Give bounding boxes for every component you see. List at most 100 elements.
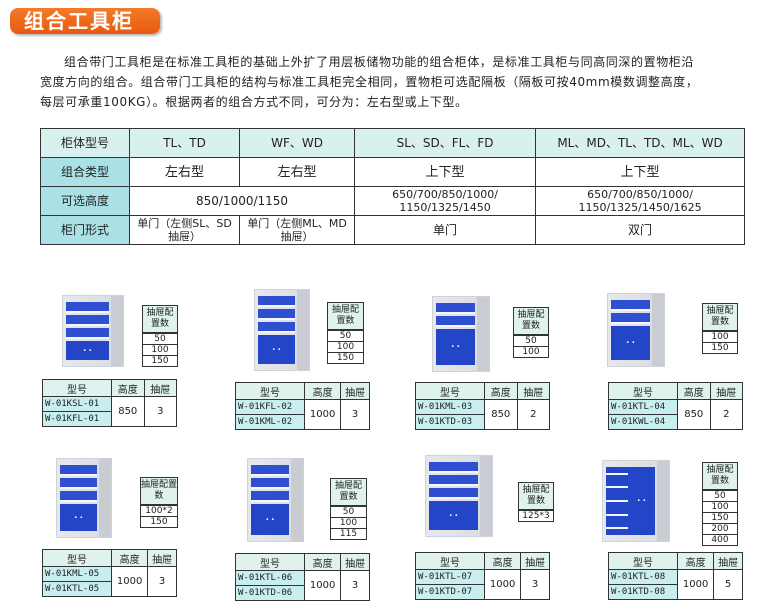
config-header: 抽屉配置数 bbox=[703, 304, 737, 331]
table-cell: 高度 bbox=[303, 553, 342, 571]
height-cell: 850 bbox=[111, 396, 145, 427]
config-header: 抽屉配置数 bbox=[514, 308, 548, 335]
config-header: 抽屉配置数 bbox=[703, 463, 737, 490]
product-table: 型号 高度 抽屉 W-01KTL-06 1000 3 W-01KTD-06 bbox=[235, 553, 370, 601]
table-row: 型号 高度 抽屉 bbox=[42, 549, 177, 567]
table-cell: 高度 bbox=[110, 549, 149, 567]
table-cell: 高度 bbox=[676, 552, 715, 570]
config-value: 100 bbox=[328, 341, 363, 352]
table-cell: 型号 bbox=[42, 549, 112, 567]
table-row: W-01KFL-02 1000 3 bbox=[235, 399, 370, 430]
cabinet-image bbox=[607, 293, 665, 367]
table-row: W-01KSL-01 850 3 bbox=[42, 396, 177, 427]
cabinet-image bbox=[254, 289, 310, 371]
model-cell: W-01KTL-07 bbox=[415, 569, 485, 585]
table-cell: 抽屉 bbox=[709, 382, 743, 400]
table-cell: 左右型 bbox=[239, 157, 356, 187]
table-row: 型号 高度 抽屉 bbox=[608, 552, 743, 570]
config-value: 50 bbox=[703, 490, 737, 501]
table-cell: 抽屉 bbox=[340, 553, 370, 571]
table-cell: 高度 bbox=[677, 382, 711, 400]
drawer-config-box: 抽屉配置数 50 100 bbox=[513, 307, 549, 358]
config-header: 抽屉配置数 bbox=[143, 306, 177, 333]
model-cell: W-01KTL-04 bbox=[608, 399, 678, 415]
table-cell: 抽屉 bbox=[147, 549, 177, 567]
drawer-config-box: 抽屉配置数 50 100 115 bbox=[330, 478, 367, 540]
model-cell: W-01KWL-04 bbox=[608, 414, 678, 430]
table-row: W-01KFL-01 bbox=[42, 411, 177, 427]
table-row: W-01KML-03 850 2 bbox=[415, 399, 550, 430]
config-value: 100 bbox=[703, 501, 737, 512]
table-cell: 上下型 bbox=[354, 157, 537, 187]
config-value: 150 bbox=[143, 355, 177, 366]
height-cell: 1000 bbox=[483, 569, 522, 600]
height-cell: 1000 bbox=[110, 566, 149, 597]
config-value: 100 bbox=[331, 517, 366, 528]
drawer-config-box: 抽屉配置数 100*2 150 bbox=[140, 477, 178, 528]
config-value: 50 bbox=[514, 335, 548, 346]
drawers-cell: 2 bbox=[516, 399, 550, 430]
table-row: 可选高度 850/1000/1150 650/700/850/1000/ 1150/… bbox=[40, 186, 745, 216]
table-row: W-01KWL-04 bbox=[608, 414, 743, 430]
table-cell: ML、MD、TL、TD、ML、WD bbox=[535, 128, 745, 158]
config-value: 150 bbox=[703, 342, 737, 353]
table-cell: 型号 bbox=[235, 553, 305, 571]
table-cell: 高度 bbox=[303, 382, 342, 400]
section-title: 组合工具柜 bbox=[10, 8, 160, 34]
drawers-cell: 2 bbox=[709, 399, 743, 430]
product-table: 型号 高度 抽屉 W-01KTL-07 1000 3 W-01KTD-07 bbox=[415, 552, 550, 600]
drawer-config-box: 抽屉配置数 50 100 150 bbox=[327, 302, 364, 364]
table-cell: 抽屉 bbox=[520, 552, 550, 570]
config-value: 400 bbox=[703, 534, 737, 545]
cabinet-image bbox=[56, 458, 112, 538]
cabinet-image bbox=[62, 295, 124, 367]
model-cell: W-01KTL-05 bbox=[42, 581, 112, 597]
drawers-cell: 3 bbox=[340, 399, 370, 430]
config-header: 抽屉配置数 bbox=[519, 483, 553, 510]
table-row: W-01KTD-08 bbox=[608, 584, 743, 600]
table-row: 型号 高度 抽屉 bbox=[42, 379, 177, 397]
table-cell: 抽屉 bbox=[143, 379, 177, 397]
table-row: 型号 高度 抽屉 bbox=[415, 382, 550, 400]
product-table: 型号 高度 抽屉 W-01KSL-01 850 3 W-01KFL-01 bbox=[42, 379, 177, 427]
table-cell: 型号 bbox=[42, 379, 112, 397]
table-cell: WF、WD bbox=[239, 128, 356, 158]
table-row: W-01KTD-03 bbox=[415, 414, 550, 430]
table-cell: SL、SD、FL、FD bbox=[354, 128, 537, 158]
drawers-cell: 3 bbox=[147, 566, 177, 597]
config-value: 115 bbox=[331, 528, 366, 539]
model-cell: W-01KTD-03 bbox=[415, 414, 485, 430]
drawers-cell: 3 bbox=[143, 396, 177, 427]
table-cell: 高度 bbox=[111, 379, 145, 397]
intro-text: 组合带门工具柜是在标准工具柜的基础上外扩了用层板储物功能的组合柜体，是标准工具柜… bbox=[40, 55, 699, 109]
model-cell: W-01KTL-06 bbox=[235, 570, 305, 586]
table-row: 型号 高度 抽屉 bbox=[235, 553, 370, 571]
model-cell: W-01KFL-02 bbox=[235, 399, 305, 415]
cabinet-image bbox=[247, 458, 304, 542]
table-row: 型号 高度 抽屉 bbox=[608, 382, 743, 400]
product-table: 型号 高度 抽屉 W-01KTL-04 850 2 W-01KWL-04 bbox=[608, 382, 743, 430]
height-cell: 1000 bbox=[303, 399, 342, 430]
table-row: W-01KML-05 1000 3 bbox=[42, 566, 177, 597]
drawer-config-box: 抽屉配置数 100 150 bbox=[702, 303, 738, 354]
table-cell: 850/1000/1150 bbox=[128, 186, 356, 216]
table-cell: 上下型 bbox=[535, 157, 745, 187]
height-cell: 850 bbox=[677, 399, 711, 430]
table-row: 柜体型号 TL、TD WF、WD SL、SD、FL、FD ML、MD、TL、TD、ML、… bbox=[40, 128, 745, 158]
table-cell: 单门（左侧ML、MD抽屉） bbox=[239, 215, 356, 245]
table-row: W-01KML-02 bbox=[235, 414, 370, 430]
table-cell: 柜体型号 bbox=[40, 128, 130, 158]
table-cell: 型号 bbox=[608, 382, 678, 400]
height-cell: 850 bbox=[484, 399, 518, 430]
table-cell: 650/700/850/1000/ 1150/1325/1450/1625 bbox=[535, 186, 745, 216]
model-cell: W-01KML-02 bbox=[235, 414, 305, 430]
table-row: 型号 高度 抽屉 bbox=[415, 552, 550, 570]
height-cell: 1000 bbox=[676, 569, 715, 600]
table-cell: 单门 bbox=[354, 215, 537, 245]
table-cell: 双门 bbox=[535, 215, 745, 245]
table-cell: 型号 bbox=[608, 552, 678, 570]
product-table: 型号 高度 抽屉 W-01KML-03 850 2 W-01KTD-03 bbox=[415, 382, 550, 430]
cabinet-image bbox=[432, 296, 490, 372]
cabinet-image bbox=[425, 455, 493, 537]
table-cell: 抽屉 bbox=[340, 382, 370, 400]
